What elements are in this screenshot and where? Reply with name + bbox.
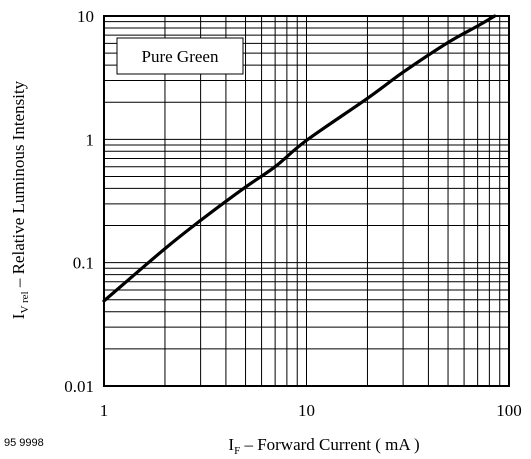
x-axis-title-subscript: F bbox=[234, 445, 240, 457]
y-tick-label: 10 bbox=[77, 7, 94, 26]
y-tick-label: 0.01 bbox=[64, 377, 94, 396]
figure-id: 95 9998 bbox=[4, 437, 44, 449]
x-axis-title-text: – Forward Current ( mA ) bbox=[240, 435, 419, 454]
y-tick-label: 1 bbox=[86, 130, 95, 149]
grid bbox=[104, 16, 509, 386]
series-line-pure-green bbox=[102, 14, 497, 303]
plot-frame bbox=[103, 15, 510, 387]
x-tick-label: 10 bbox=[298, 401, 315, 420]
y-tick-label: 0.1 bbox=[73, 254, 94, 273]
y-axis-title-subscript: V rel bbox=[19, 291, 31, 313]
y-axis-title-symbol: I bbox=[9, 313, 28, 319]
legend-label: Pure Green bbox=[142, 47, 219, 66]
legend-box bbox=[116, 37, 244, 75]
x-tick-labels: 1 10 100 bbox=[100, 401, 522, 420]
x-axis-title-symbol: I bbox=[228, 435, 234, 454]
x-tick-label: 100 bbox=[496, 401, 522, 420]
x-axis-title: IF – Forward Current ( mA ) bbox=[228, 435, 419, 457]
y-axis-title: IV rel – Relative Luminous Intensity bbox=[9, 80, 31, 319]
y-axis-title-text: – Relative Luminous Intensity bbox=[9, 80, 28, 291]
y-tick-labels: 0.01 0.1 1 10 bbox=[64, 7, 94, 396]
x-tick-label: 1 bbox=[100, 401, 109, 420]
